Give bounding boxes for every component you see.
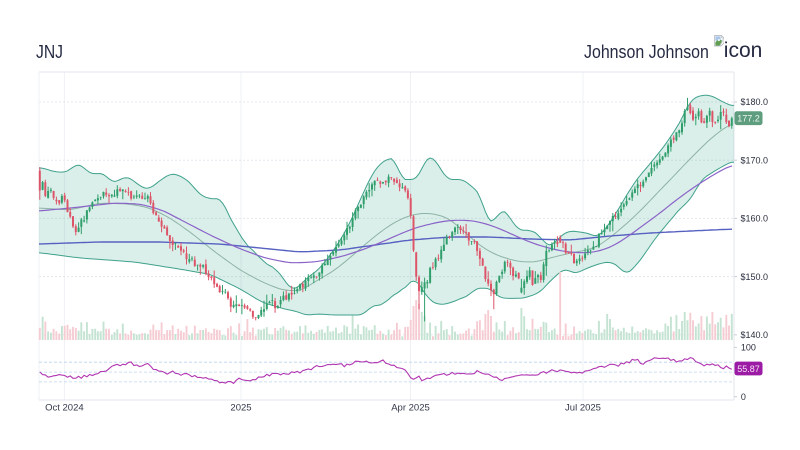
svg-text:Oct 2024: Oct 2024 (45, 403, 84, 414)
svg-text:2025: 2025 (230, 403, 251, 414)
svg-text:177.2: 177.2 (737, 114, 760, 124)
svg-text:55.87: 55.87 (737, 364, 760, 374)
svg-text:Apr 2025: Apr 2025 (391, 403, 430, 414)
svg-text:$170.0: $170.0 (741, 155, 769, 165)
svg-text:100: 100 (741, 343, 756, 353)
svg-text:$150.0: $150.0 (741, 272, 769, 282)
svg-text:$160.0: $160.0 (741, 214, 769, 224)
svg-text:$140.0: $140.0 (741, 330, 769, 340)
svg-text:0: 0 (741, 392, 746, 402)
svg-text:Jul 2025: Jul 2025 (565, 403, 601, 414)
svg-text:$180.0: $180.0 (741, 97, 769, 107)
